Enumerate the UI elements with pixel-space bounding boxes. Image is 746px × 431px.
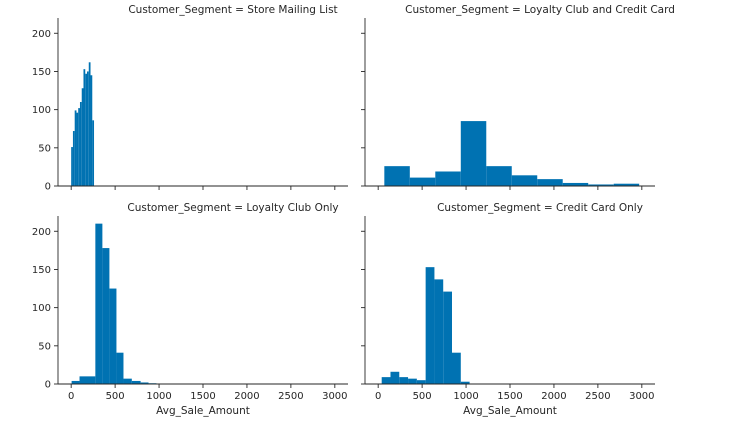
histogram-bar (140, 382, 149, 384)
histogram-bar (416, 380, 426, 384)
histogram-bar (443, 291, 452, 384)
x-tick-label: 1000 (146, 391, 171, 402)
panel-title: Customer_Segment = Credit Card Only (437, 202, 643, 214)
histogram-bar (102, 248, 110, 384)
y-tick-label: 200 (32, 227, 51, 238)
histogram-bar (409, 177, 436, 186)
histogram-bar (588, 184, 614, 186)
histogram-bar (78, 108, 80, 186)
histogram-bar (390, 371, 400, 384)
histogram-bar (79, 376, 96, 384)
histogram-bar (562, 182, 589, 186)
histogram-bar (116, 352, 124, 384)
x-tick-label: 0 (375, 391, 381, 402)
histogram-bar (95, 223, 103, 384)
x-tick-label: 3000 (322, 391, 347, 402)
histogram-bar (381, 377, 391, 384)
histogram-bar (435, 171, 461, 186)
y-tick-label: 150 (32, 67, 51, 78)
histogram-bar (74, 110, 77, 186)
x-axis-label: Avg_Sale_Amount (463, 405, 557, 417)
x-tick-label: 2000 (234, 391, 259, 402)
histogram-bar (72, 131, 75, 186)
x-tick-label: 1500 (190, 391, 215, 402)
histogram-bar (71, 380, 80, 384)
histogram-bar (81, 88, 84, 186)
facet-panel: 0 500 1000 1500 2000 2500 3000 Customer_Segment… (361, 202, 655, 417)
x-tick-label: 0 (68, 391, 74, 402)
x-axis-label: Avg_Sale_Amount (156, 405, 250, 417)
histogram-bar (85, 73, 87, 186)
y-tick-label: 0 (45, 182, 51, 193)
y-tick-label: 50 (38, 143, 51, 154)
x-tick-label: 2500 (278, 391, 303, 402)
x-tick-label: 1500 (497, 391, 522, 402)
histogram-bar (408, 378, 417, 384)
x-tick-label: 3000 (629, 391, 654, 402)
histogram-bar (71, 147, 73, 186)
histogram-bar (83, 69, 86, 186)
x-tick-label: 2500 (585, 391, 610, 402)
facet-panel: 0 50 100 150 200 Customer_Segment = Store Mai… (32, 4, 348, 193)
histogram-bar (109, 288, 117, 384)
histogram-bar (399, 377, 409, 384)
x-tick-label: 500 (106, 391, 125, 402)
histogram-bar (88, 62, 91, 186)
histogram-bar (486, 166, 512, 186)
y-tick-label: 0 (45, 380, 51, 391)
panel-title: Customer_Segment = Loyalty Club and Cred… (405, 4, 675, 16)
histogram-bar (92, 120, 95, 186)
histogram-bar (434, 279, 444, 384)
histogram-bar (537, 179, 563, 186)
histogram-bar (79, 102, 82, 186)
histogram-bar (90, 75, 93, 186)
y-tick-label: 150 (32, 265, 51, 276)
x-tick-label: 500 (413, 391, 432, 402)
histogram-bar (452, 352, 461, 384)
facet-panel: Customer_Segment = Loyalty Club and Cred… (361, 4, 675, 190)
histogram-bar (460, 121, 487, 186)
panel-title: Customer_Segment = Store Mailing List (128, 4, 337, 16)
histogram-bar (460, 381, 470, 384)
histogram-bar (123, 378, 132, 384)
x-tick-label: 2000 (541, 391, 566, 402)
histogram-bar (511, 175, 538, 186)
histogram-bar (131, 380, 141, 384)
y-tick-label: 200 (32, 29, 51, 40)
histogram-bar (87, 71, 89, 186)
y-tick-label: 100 (32, 105, 51, 116)
panel-title: Customer_Segment = Loyalty Club Only (127, 202, 338, 214)
x-tick-label: 1000 (453, 391, 478, 402)
histogram-bar (613, 183, 640, 186)
histogram-bar (384, 166, 410, 186)
y-tick-label: 100 (32, 303, 51, 314)
y-tick-label: 50 (38, 341, 51, 352)
histogram-bar (76, 112, 79, 186)
histogram-bar (425, 267, 435, 384)
